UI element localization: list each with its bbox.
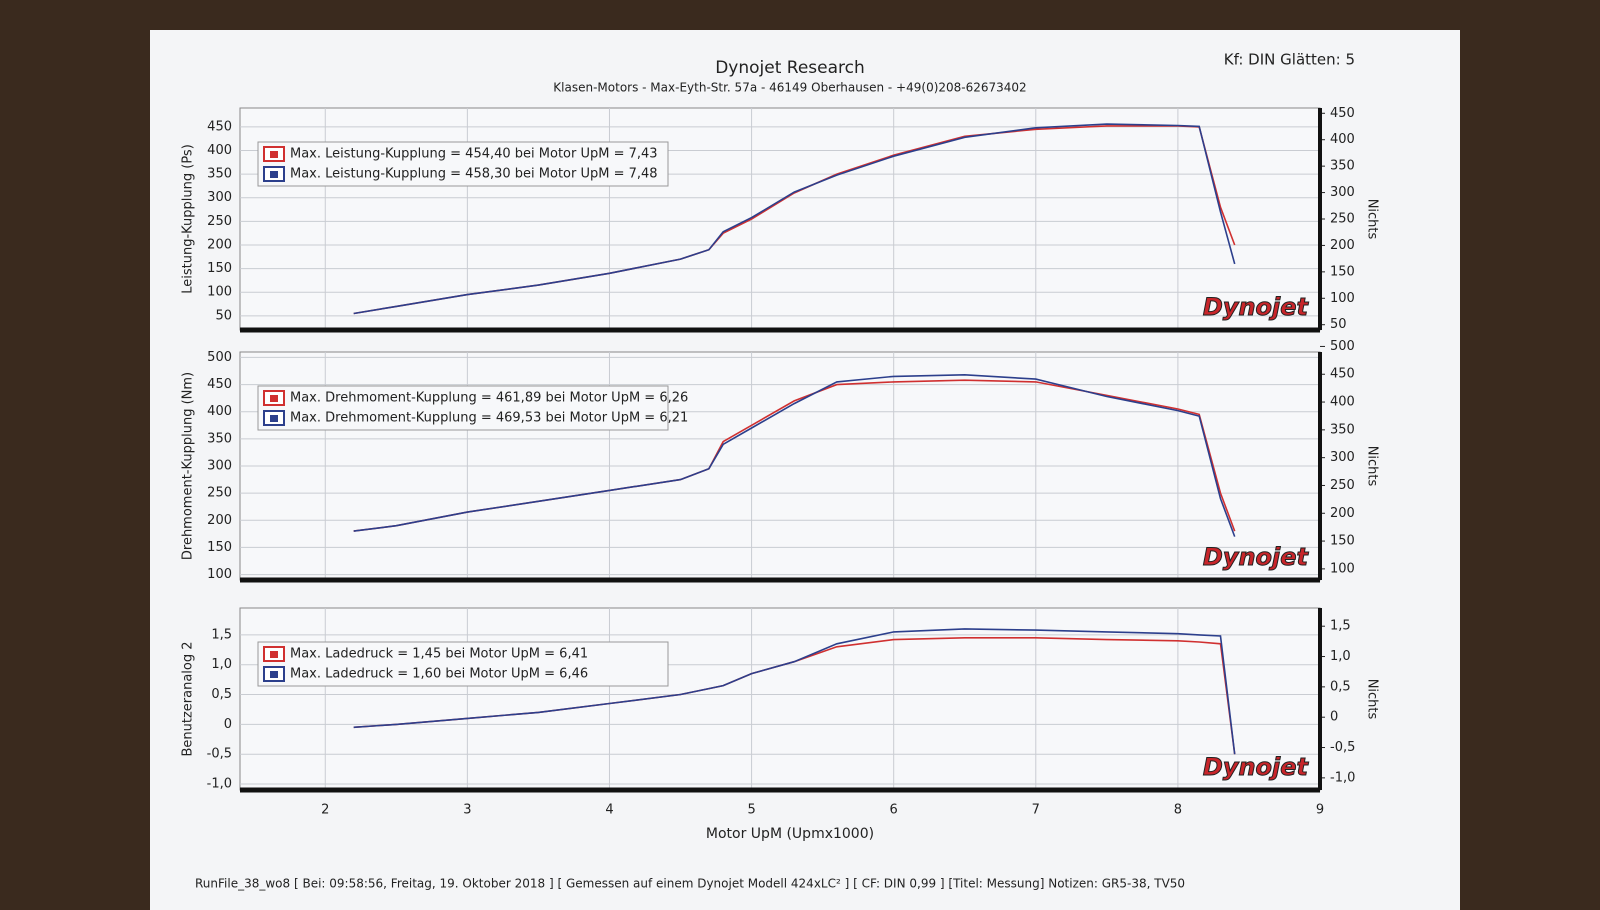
x-tick-label: 9 [1316,803,1324,818]
y-tick-label: 50 [215,308,232,323]
y-tick-label: -1,0 [207,777,232,792]
settings: Kf: DIN Glätten: 5 [1224,51,1355,69]
y-axis-label: Benutzeranalog 2 [181,641,196,756]
y-axis-label: Drehmoment-Kupplung (Nm) [181,372,196,560]
series-line [353,123,1236,315]
y-tick-label: 1,0 [211,657,232,672]
y2-tick-label: 1,5 [1330,619,1351,634]
plot-area [239,107,1321,331]
footer: RunFile_38_wo8 [ Bei: 09:58:56, Freitag,… [195,877,1185,891]
y2-tick-label: 250 [1330,212,1355,227]
x-tick-label: 5 [747,803,755,818]
x-axis-label: Motor UpM (Upmx1000) [706,826,874,842]
y2-tick-label: 100 [1330,561,1355,576]
legend-swatch-inner [270,171,278,178]
y2-tick-label: 150 [1330,264,1355,279]
y-tick-label: 150 [207,261,232,276]
y2-tick-label: 450 [1330,106,1355,121]
y2-tick-label: -1,0 [1330,770,1355,785]
y2-tick-label: 300 [1330,185,1355,200]
logo: Dynojet [1203,753,1310,781]
y-tick-label: 1,5 [211,627,232,642]
y2-axis-label: Nichts [1365,679,1380,720]
y-tick-label: 250 [207,214,232,229]
y2-tick-label: 250 [1330,478,1355,493]
legend-label: Max. Drehmoment-Kupplung = 469,53 bei Mo… [290,411,688,426]
y2-tick-label: 200 [1330,506,1355,521]
legend-swatch-inner [270,415,278,422]
y-tick-label: 200 [207,237,232,252]
y2-tick-label: 1,0 [1330,649,1351,664]
y-tick-label: 0,5 [211,687,232,702]
y2-tick-label: 350 [1330,422,1355,437]
logo: Dynojet [1203,293,1310,321]
y-tick-label: 250 [207,486,232,501]
y2-tick-label: -0,5 [1330,740,1355,755]
y-tick-label: 200 [207,513,232,528]
legend-swatch-inner [270,151,278,158]
y2-axis-label: Nichts [1365,199,1380,240]
y2-tick-label: 300 [1330,450,1355,465]
title: Dynojet Research [715,58,865,78]
y2-tick-label: 400 [1330,395,1355,410]
y2-axis-label: Nichts [1365,446,1380,487]
x-tick-label: 8 [1174,803,1182,818]
y-tick-label: 400 [207,143,232,158]
y-tick-label: 300 [207,459,232,474]
x-tick-label: 6 [890,803,898,818]
y2-tick-label: 450 [1330,367,1355,382]
y-tick-label: 150 [207,540,232,555]
y-tick-label: 450 [207,119,232,134]
x-tick-label: 7 [1032,803,1040,818]
series-line [353,373,1236,537]
legend-label: Max. Leistung-Kupplung = 458,30 bei Moto… [290,167,658,182]
legend-box [257,385,669,431]
y2-tick-label: 100 [1330,291,1355,306]
y-tick-label: 350 [207,431,232,446]
y2-tick-label: 50 [1330,317,1347,332]
y-tick-label: 300 [207,190,232,205]
y-tick-label: 450 [207,377,232,392]
legend-box [257,641,669,687]
legend-swatch-inner [270,651,278,658]
logo: Dynojet [1203,543,1310,571]
y2-tick-label: 0,5 [1330,679,1351,694]
legend-label: Max. Ladedruck = 1,45 bei Motor UpM = 6,… [290,647,588,662]
legend-swatch-inner [270,671,278,678]
y2-tick-label: 500 [1330,339,1355,354]
legend-box [257,141,669,187]
y-tick-label: 0 [224,717,232,732]
x-tick-label: 4 [605,803,613,818]
legend-label: Max. Ladedruck = 1,60 bei Motor UpM = 6,… [290,667,588,682]
y-axis-label: Leistung-Kupplung (Ps) [181,144,196,294]
x-tick-label: 3 [463,803,471,818]
y-tick-label: 500 [207,350,232,365]
y2-tick-label: 200 [1330,238,1355,253]
series-line [353,628,1236,755]
y-tick-label: 400 [207,404,232,419]
y2-tick-label: 400 [1330,132,1355,147]
plot-area [239,607,1321,791]
subtitle: Klasen-Motors - Max-Eyth-Str. 57a - 4614… [553,81,1026,95]
y2-tick-label: 350 [1330,159,1355,174]
y2-tick-label: 150 [1330,534,1355,549]
legend-swatch-inner [270,395,278,402]
y-tick-label: 100 [207,285,232,300]
y-tick-label: -0,5 [207,747,232,762]
y-tick-label: 350 [207,167,232,182]
y2-tick-label: 0 [1330,710,1338,725]
legend-label: Max. Leistung-Kupplung = 454,40 bei Moto… [290,147,658,162]
x-tick-label: 2 [321,803,329,818]
legend-label: Max. Drehmoment-Kupplung = 461,89 bei Mo… [290,391,688,406]
y-tick-label: 100 [207,567,232,582]
